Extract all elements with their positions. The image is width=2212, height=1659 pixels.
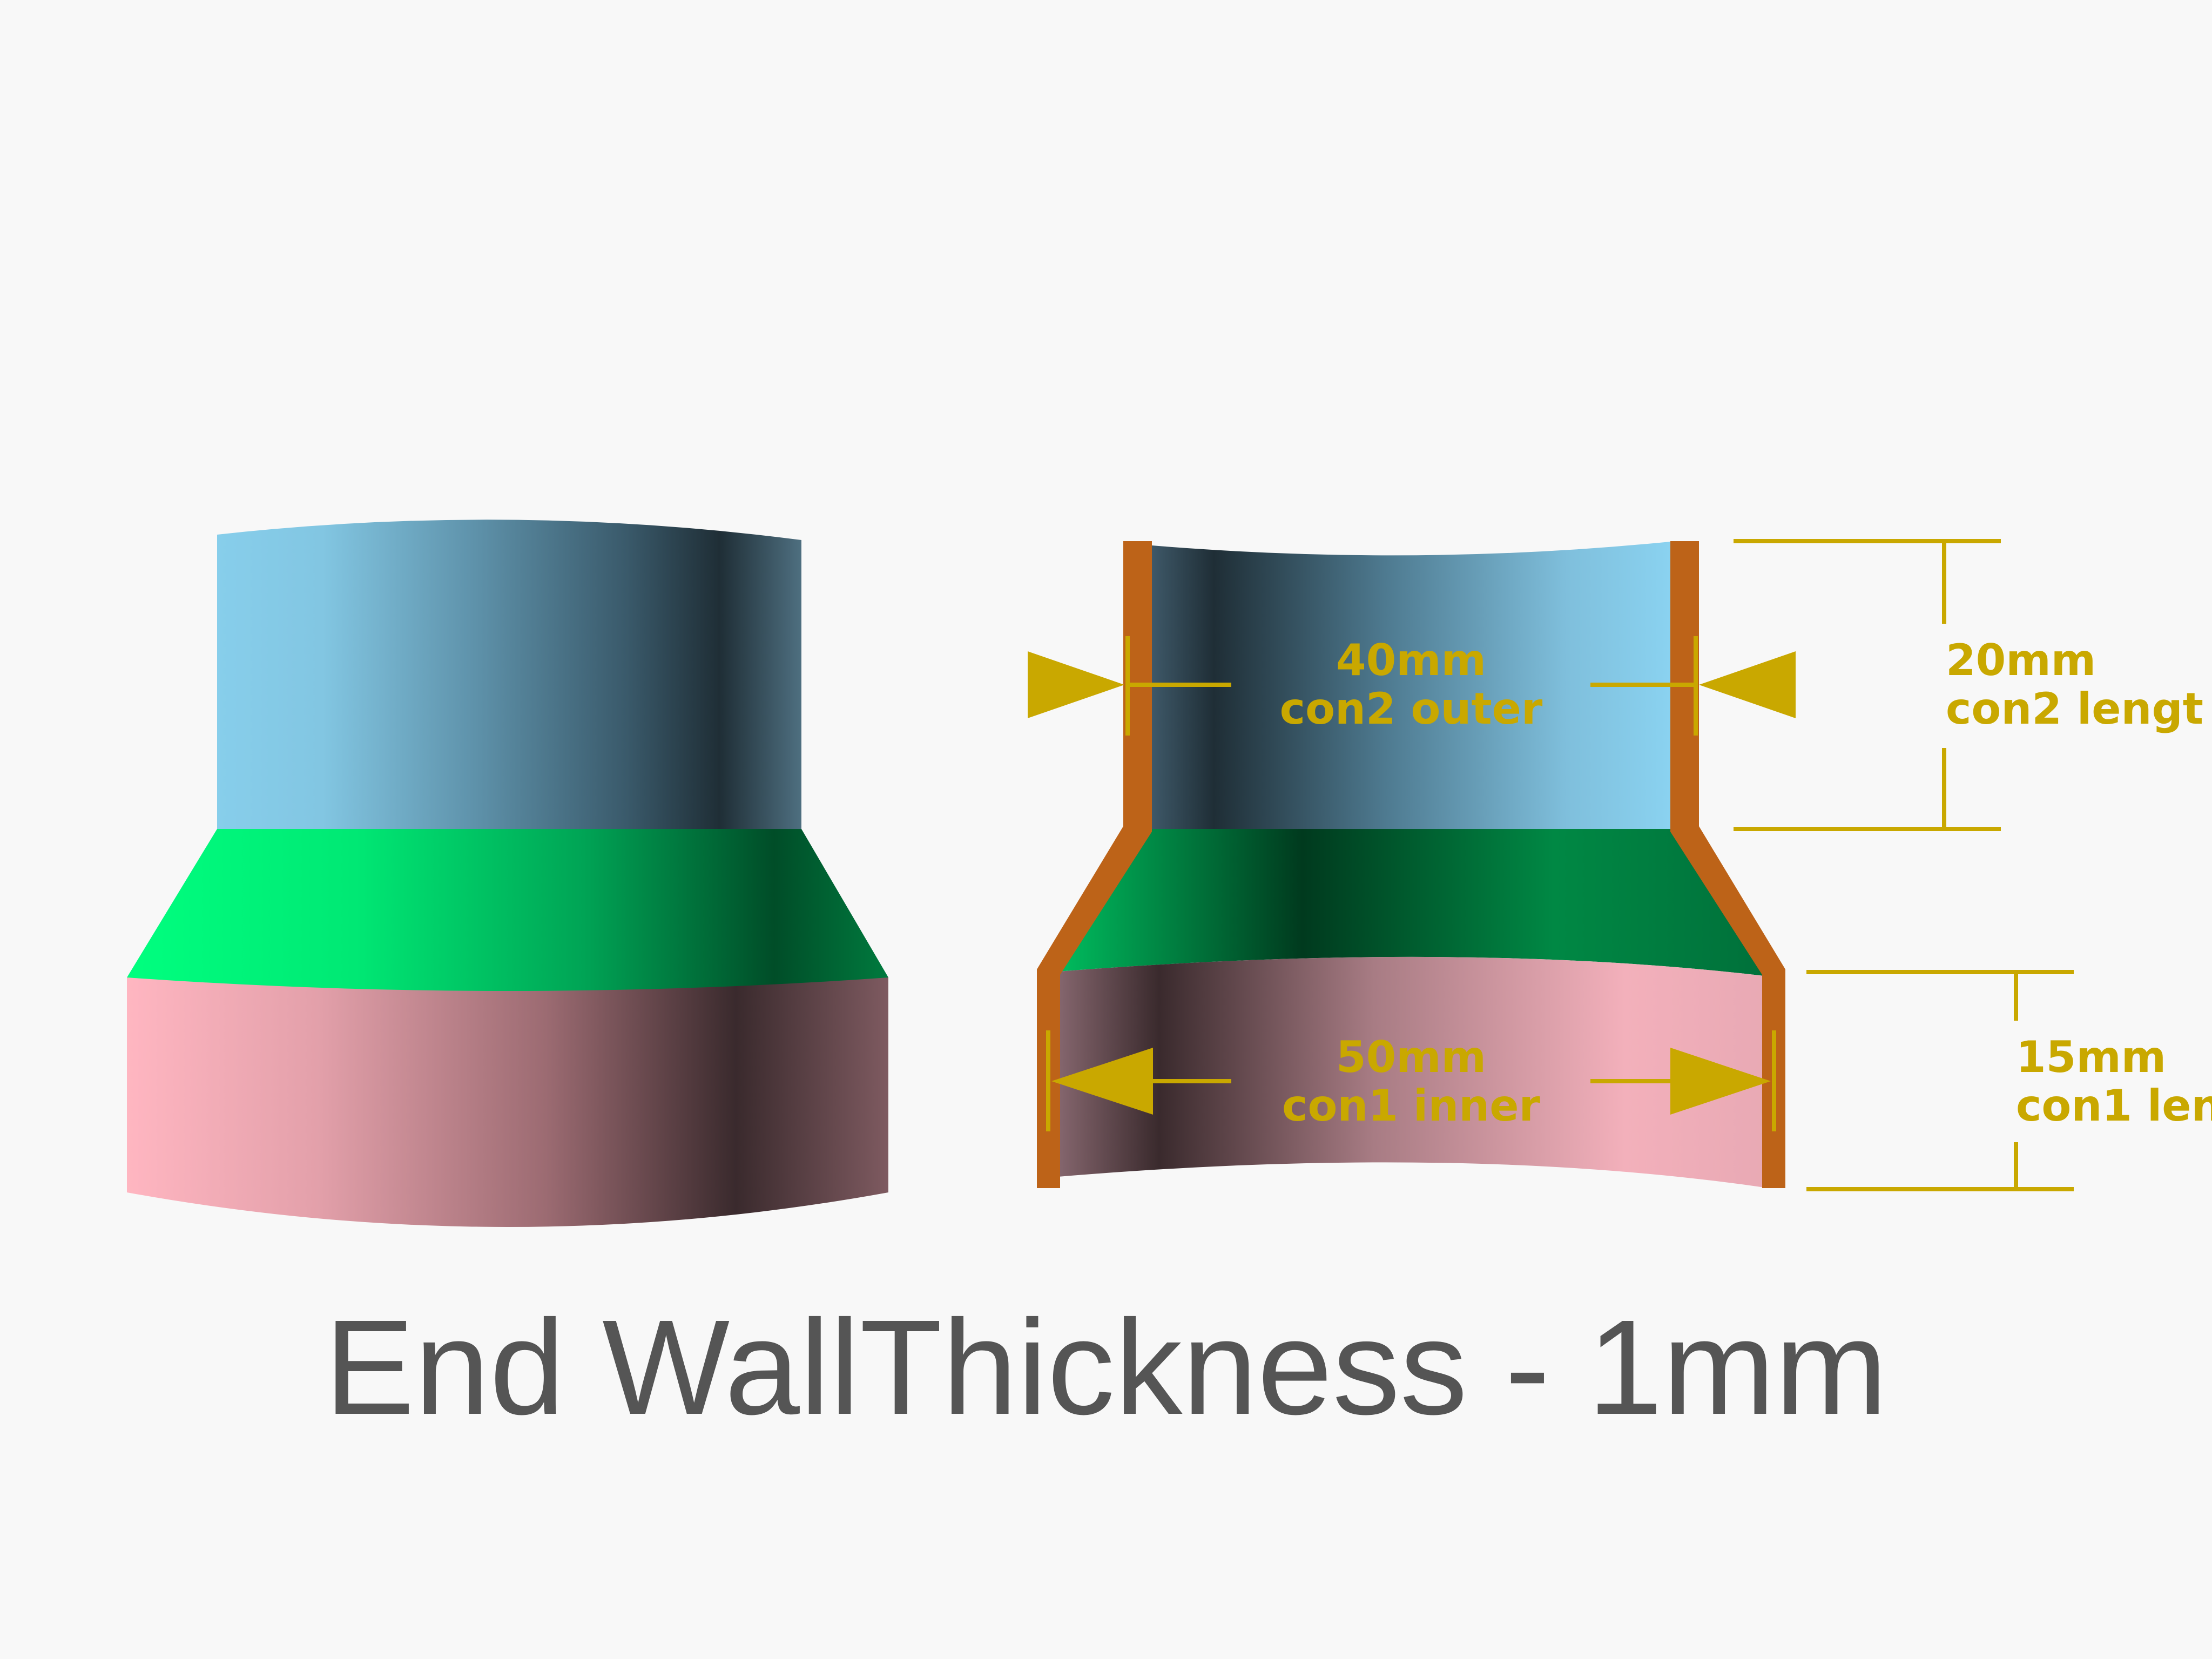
dimension-con1-length: 15mm con1 len — [1806, 970, 2212, 1191]
connector2-body — [217, 520, 801, 829]
con1-inner-value: 50mm — [1336, 1032, 1486, 1082]
arrow-left-icon — [1028, 651, 1124, 718]
transition-interior — [1051, 829, 1769, 976]
con2-outer-label: con2 outer — [1280, 684, 1543, 734]
adapter-section-view — [1037, 541, 1785, 1188]
connector1-interior — [1051, 956, 1769, 1188]
adapter-solid-view — [127, 520, 888, 1227]
con1-length-value: 15mm — [2016, 1032, 2166, 1082]
con2-length-label: con2 lengt — [1946, 684, 2203, 734]
con2-length-value: 20mm — [1946, 635, 2096, 685]
dimension-con2-outer: 40mm con2 outer — [1028, 635, 1796, 736]
dimension-con2-length: 20mm con2 lengt — [1734, 539, 2203, 831]
con2-outer-value: 40mm — [1336, 635, 1486, 685]
transition-cone — [127, 829, 888, 991]
arrow-left-icon — [1051, 1048, 1153, 1115]
arrow-right-icon — [1699, 651, 1796, 718]
con1-inner-label: con1 inner — [1282, 1081, 1540, 1131]
diagram-caption: End WallThickness - 1mm — [325, 1292, 1887, 1442]
connector2-interior — [1152, 542, 1670, 829]
con1-length-label: con1 len — [2016, 1081, 2212, 1131]
arrow-right-icon — [1670, 1048, 1771, 1115]
connector1-body — [127, 977, 888, 1227]
dimension-con1-inner: 50mm con1 inner — [1046, 1030, 1776, 1131]
